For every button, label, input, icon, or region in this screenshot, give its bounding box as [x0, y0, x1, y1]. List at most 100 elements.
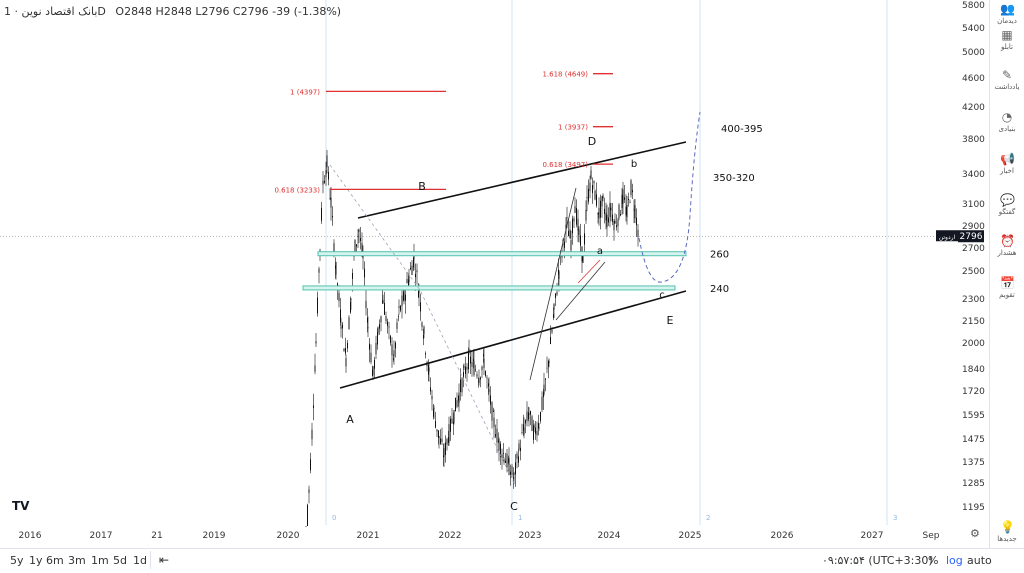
candle-body — [332, 215, 333, 218]
clock-readout[interactable]: ۰۹:۵۷:۵۴ (UTC+3:30) — [822, 554, 933, 567]
sidebar-item-label: تقویم — [999, 291, 1015, 299]
y-tick-label: 3800 — [962, 135, 985, 145]
tf-3m[interactable]: 3m — [68, 554, 86, 567]
candle-body — [483, 354, 484, 357]
tf-1m[interactable]: 1m — [91, 554, 109, 567]
calculator-icon: ▦ — [1001, 28, 1013, 42]
candle-body — [508, 457, 510, 475]
candle-body — [553, 314, 554, 318]
interval-label[interactable]: 1D — [4, 5, 106, 18]
last-price-name: اردوتن — [939, 234, 956, 241]
candle-body — [453, 410, 455, 423]
candle-body — [510, 471, 511, 478]
sidebar-item-alert[interactable]: ⏰ هشدار — [990, 234, 1024, 257]
alert-icon: ⏰ — [1000, 234, 1015, 248]
fib-level-label: 0.618 (3497) — [542, 161, 588, 169]
cycle-label: 3 — [893, 514, 897, 522]
candle-body — [311, 429, 313, 440]
x-tick-label: 21 — [151, 531, 162, 541]
cycle-label: 1 — [518, 514, 522, 522]
sidebar-item-calendar[interactable]: 📅 تقویم — [990, 276, 1024, 299]
auto-toggle[interactable]: auto — [967, 554, 992, 567]
candle-body — [431, 395, 433, 400]
tf-6m[interactable]: 6m — [46, 554, 64, 567]
candle-body — [531, 416, 533, 431]
candle-body — [500, 443, 501, 457]
candle-body — [350, 298, 352, 300]
candle-body — [405, 294, 406, 301]
candle-body — [495, 434, 496, 437]
candle-body — [413, 255, 415, 260]
sidebar-item-label: گفتگو — [998, 208, 1016, 216]
tf-1d[interactable]: 1d — [133, 554, 147, 567]
tf-5d[interactable]: 5d — [113, 554, 127, 567]
x-tick-label: 2021 — [357, 531, 380, 541]
candle-body — [533, 424, 535, 429]
y-tick-label: 2500 — [962, 267, 985, 277]
candle-body — [463, 366, 465, 368]
candle-body — [593, 181, 595, 184]
candle-body — [548, 360, 550, 364]
sidebar-item-lightbulb[interactable]: 💡 جدیدها — [990, 520, 1024, 543]
sidebar-item-news[interactable]: 📢 اخبار — [990, 152, 1024, 175]
candle-body — [608, 217, 609, 223]
candle-body — [613, 221, 615, 231]
people-icon: 👥 — [1000, 2, 1015, 16]
candle-body — [556, 292, 558, 295]
candle-body — [483, 358, 485, 368]
tf-5y[interactable]: 5y — [10, 554, 24, 567]
candle-body — [446, 438, 448, 445]
candle-body — [488, 388, 490, 393]
y-tick-label: 3100 — [962, 200, 985, 210]
candle-body — [458, 392, 460, 403]
candle-body — [570, 239, 572, 251]
candle-body — [377, 327, 379, 334]
candle-body — [451, 418, 453, 423]
sidebar-item-people[interactable]: 👥 دیدمان — [990, 2, 1024, 25]
sidebar-item-notes[interactable]: ✎ یادداشت — [990, 68, 1024, 91]
price-chart[interactable]: 0 1 2 3 اردوتن 2796 1 (4397) 0.618 (3233) 1.61… — [0, 0, 1024, 548]
candle-body — [538, 427, 540, 429]
support-zone — [317, 251, 687, 257]
sidebar-item-fundamental[interactable]: ◔ بنیادی — [990, 110, 1024, 133]
candle-body — [588, 188, 589, 202]
log-toggle[interactable]: log — [946, 554, 963, 567]
candle-body — [465, 366, 466, 374]
cycle-label: 0 — [332, 514, 336, 522]
sidebar-item-calculator[interactable]: ▦ تابلو — [990, 28, 1024, 51]
candle-body — [461, 378, 463, 393]
candle-body — [538, 422, 539, 429]
support-zone — [302, 285, 676, 291]
symbol-name: بانک اقتصاد نوین — [21, 5, 98, 18]
candle-body — [433, 409, 434, 417]
sidebar-item-chat[interactable]: 💬 گفتگو — [990, 193, 1024, 216]
candle-body — [600, 200, 601, 218]
x-tick-label: 2026 — [771, 531, 794, 541]
candle-body — [572, 218, 573, 234]
candle-body — [473, 359, 474, 361]
candle-body — [545, 378, 546, 380]
y-tick-label: 1285 — [962, 479, 985, 489]
candle-body — [423, 326, 425, 334]
candle-body — [528, 413, 530, 415]
candle-body — [476, 374, 478, 377]
percent-toggle[interactable]: % — [928, 554, 939, 567]
candle-body — [550, 336, 551, 345]
tf-1y[interactable]: 1y — [29, 554, 43, 567]
sidebar-item-label: هشدار — [997, 249, 1017, 257]
candle-body — [526, 411, 528, 422]
candle-body — [485, 371, 486, 376]
candle-body — [448, 424, 450, 443]
candle-body — [628, 198, 629, 201]
candle-body — [606, 214, 608, 228]
candle-body — [612, 214, 613, 222]
candle-body — [481, 366, 483, 371]
date-range-icon[interactable]: ⇤ — [159, 553, 170, 567]
candle-body — [513, 477, 514, 479]
candlestick-series — [305, 149, 639, 527]
candle-body — [379, 324, 380, 329]
candle-body — [551, 330, 553, 333]
lightbulb-icon: 💡 — [1000, 520, 1015, 534]
candle-body — [388, 326, 390, 328]
candle-body — [610, 207, 612, 211]
